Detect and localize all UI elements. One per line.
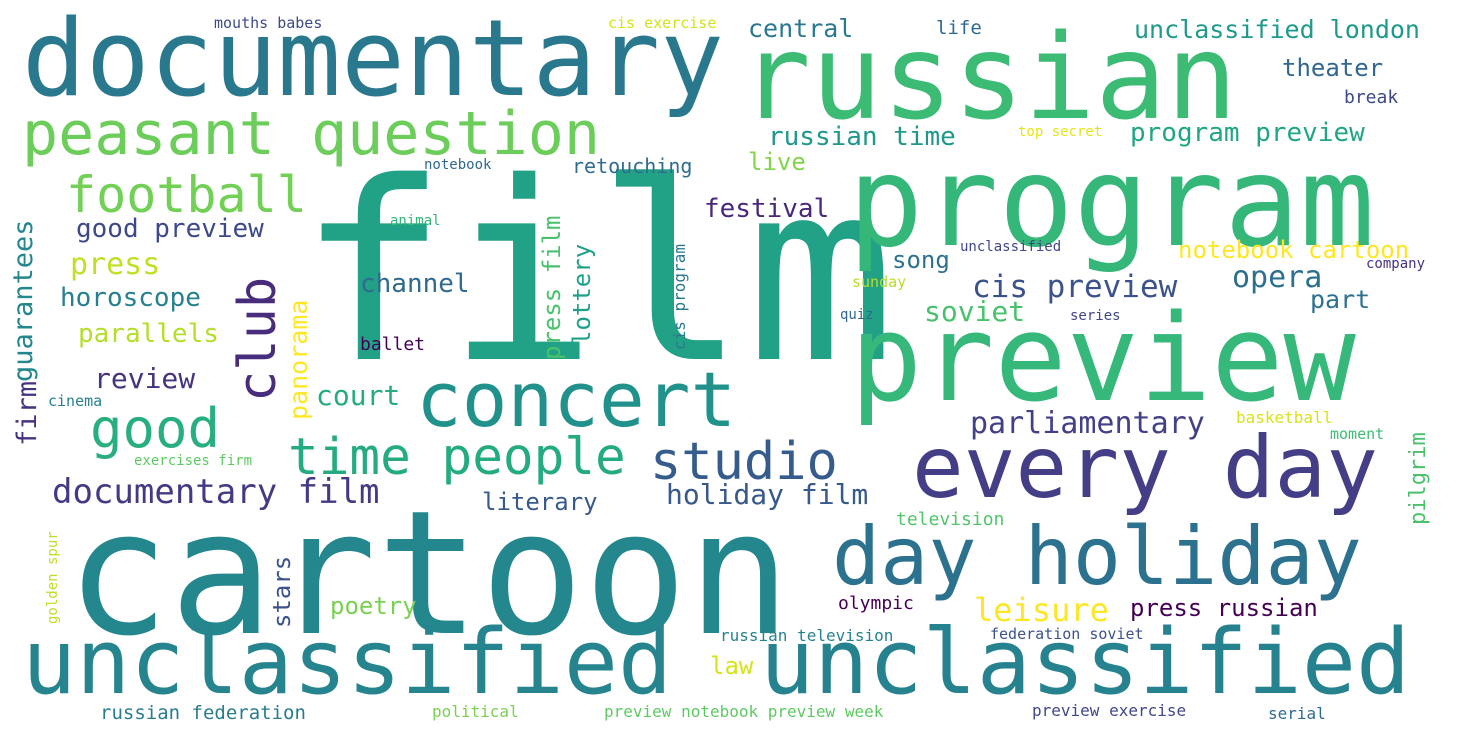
word-court: court bbox=[316, 379, 401, 412]
word-moment: moment bbox=[1330, 425, 1385, 443]
word-mouths-babes: mouths babes bbox=[214, 14, 323, 32]
word-quiz: quiz bbox=[840, 307, 874, 323]
word-cis-exercise: cis exercise bbox=[608, 14, 717, 32]
word-horoscope: horoscope bbox=[60, 283, 201, 313]
word-preview: preview bbox=[850, 290, 1356, 429]
word-ballet: ballet bbox=[360, 334, 426, 355]
word-olympic: olympic bbox=[838, 593, 914, 614]
word-stars: stars bbox=[268, 555, 296, 628]
word-channel: channel bbox=[360, 269, 470, 299]
word-preview-notebook-preview-week: preview notebook preview week bbox=[604, 702, 884, 721]
word-unclassified-left: unclassified bbox=[22, 610, 673, 715]
word-song: song bbox=[892, 246, 950, 274]
word-russian-time: russian time bbox=[768, 122, 956, 152]
word-notebook: notebook bbox=[424, 157, 492, 173]
word-soviet: soviet bbox=[924, 295, 1026, 328]
word-leisure: leisure bbox=[974, 591, 1109, 629]
word-central: central bbox=[748, 14, 854, 43]
word-parallels: parallels bbox=[78, 319, 219, 349]
word-live: live bbox=[748, 148, 806, 176]
word-firm: firm bbox=[12, 380, 43, 446]
word-unclassified-right: unclassified bbox=[760, 610, 1411, 715]
word-russian-federation: russian federation bbox=[100, 702, 306, 724]
word-unclassified-small: unclassified bbox=[960, 239, 1062, 255]
word-documentary: documentary bbox=[22, 0, 724, 120]
word-day-holiday: day holiday bbox=[832, 510, 1362, 603]
word-pilgrim: pilgrim bbox=[1406, 432, 1431, 525]
word-basketball: basketball bbox=[1236, 408, 1333, 427]
word-review: review bbox=[94, 362, 196, 395]
word-company: company bbox=[1366, 256, 1426, 272]
word-cis-preview: cis preview bbox=[972, 269, 1178, 305]
word-life: life bbox=[936, 17, 982, 39]
word-documentary-film: documentary film bbox=[52, 472, 380, 512]
word-film: film bbox=[298, 130, 896, 418]
word-literary: literary bbox=[482, 488, 598, 516]
word-golden-spur: golden spur bbox=[45, 531, 61, 624]
word-press-russian: press russian bbox=[1130, 594, 1318, 622]
word-poetry: poetry bbox=[330, 592, 417, 620]
word-cis-program: cis program bbox=[670, 244, 689, 350]
word-russian: russian bbox=[740, 8, 1238, 146]
word-press: press bbox=[70, 247, 161, 282]
word-cartoon: cartoon bbox=[66, 473, 791, 674]
word-top-secret: top secret bbox=[1018, 124, 1103, 140]
word-exercises-firm: exercises firm bbox=[134, 453, 253, 469]
word-animal: animal bbox=[390, 213, 441, 229]
word-political: political bbox=[432, 702, 519, 721]
word-good: good bbox=[90, 397, 221, 460]
word-russian-television: russian television bbox=[720, 626, 894, 645]
word-guarantees: guarantees bbox=[8, 219, 39, 382]
word-time-people: time people bbox=[288, 428, 626, 487]
word-theater: theater bbox=[1282, 54, 1384, 82]
word-program-preview: program preview bbox=[1130, 118, 1365, 148]
word-concert: concert bbox=[416, 355, 737, 444]
word-serial: serial bbox=[1268, 704, 1326, 723]
word-good-preview: good preview bbox=[76, 214, 264, 244]
word-retouching: retouching bbox=[572, 154, 693, 178]
word-part: part bbox=[1310, 285, 1371, 314]
word-federation-soviet: federation soviet bbox=[990, 625, 1144, 643]
word-lottery: lottery bbox=[568, 243, 596, 345]
word-festival: festival bbox=[704, 194, 830, 224]
word-holiday-film: holiday film bbox=[666, 478, 869, 511]
word-opera: opera bbox=[1232, 260, 1323, 295]
word-football: football bbox=[66, 166, 307, 224]
word-break: break bbox=[1344, 87, 1399, 108]
word-television: television bbox=[896, 509, 1005, 530]
word-parliamentary: parliamentary bbox=[970, 406, 1205, 441]
word-panorama: panorama bbox=[284, 299, 313, 420]
word-sunday: sunday bbox=[852, 273, 907, 291]
word-program: program bbox=[848, 130, 1375, 275]
word-club: club bbox=[228, 276, 288, 402]
word-series: series bbox=[1070, 308, 1121, 324]
word-notebook-cartoon: notebook cartoon bbox=[1178, 236, 1410, 264]
word-press-film: press film bbox=[538, 215, 566, 361]
word-every-day: every day bbox=[912, 418, 1378, 518]
word-cinema: cinema bbox=[48, 392, 103, 410]
word-unclassified-london: unclassified london bbox=[1134, 15, 1420, 44]
word-peasant-question: peasant question bbox=[22, 99, 600, 169]
word-preview-exercise: preview exercise bbox=[1032, 701, 1187, 720]
word-studio: studio bbox=[650, 432, 838, 492]
word-law: law bbox=[710, 652, 754, 680]
